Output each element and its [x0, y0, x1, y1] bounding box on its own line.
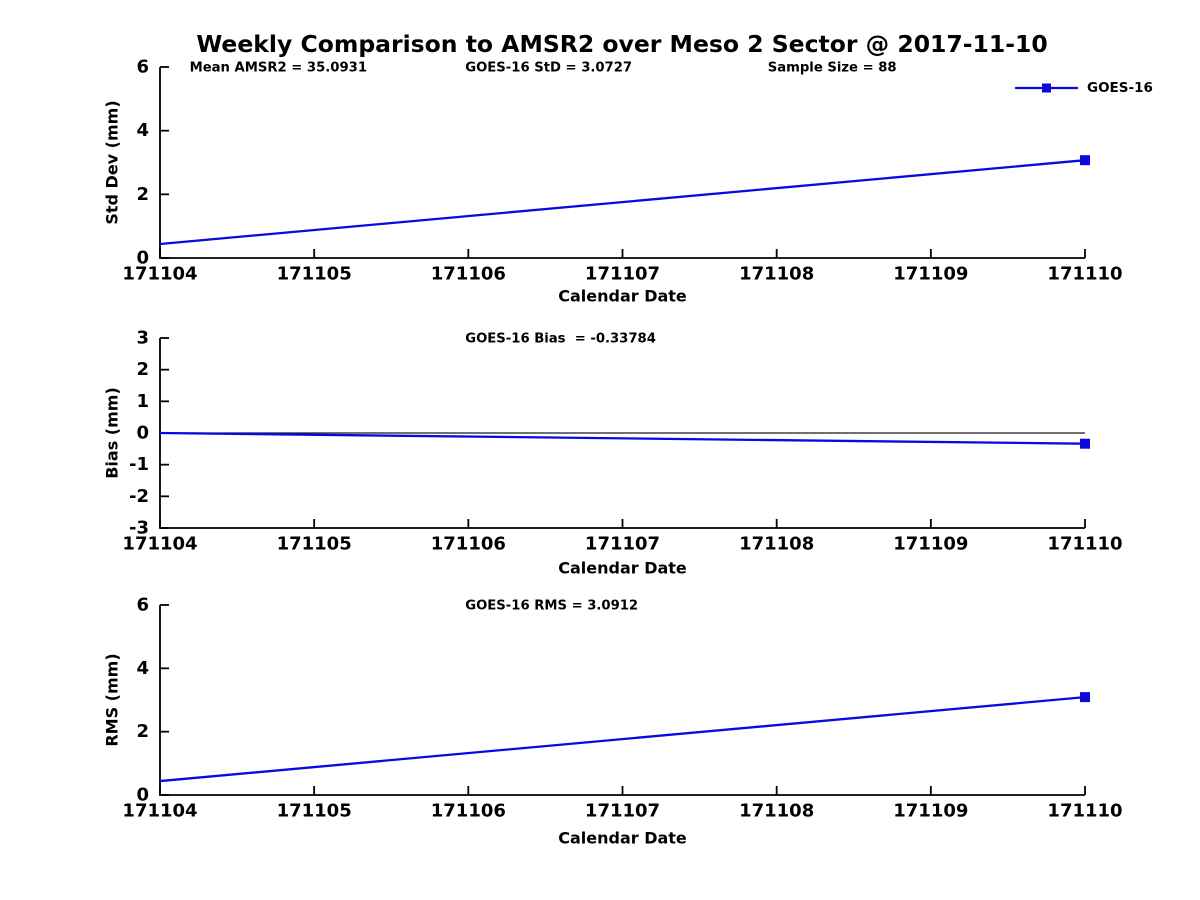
x-tick-label: 171104 — [122, 534, 197, 555]
x-tick-label: 171104 — [122, 264, 197, 285]
annotation: GOES-16 Bias = -0.33784 — [465, 332, 656, 347]
x-tick-label: 171104 — [122, 801, 197, 822]
y-tick-label: -3 — [129, 518, 149, 539]
x-tick-label: 171107 — [585, 801, 660, 822]
y-tick-label: 0 — [136, 423, 149, 444]
y-tick-label: 6 — [136, 57, 149, 78]
x-tick-label: 171107 — [585, 534, 660, 555]
bias-subplot: -3 -2 -1 0 1 2 3 171104 171105 171106 171107 171108… — [103, 328, 1123, 578]
x-tick-label: 171105 — [277, 534, 352, 555]
annotation: GOES-16 RMS = 3.0912 — [465, 599, 638, 614]
GOES-16-end-marker — [1080, 438, 1090, 449]
x-tick-label: 171106 — [431, 801, 506, 822]
y-tick-label: -2 — [129, 486, 149, 507]
x-tick-label: 171105 — [277, 264, 352, 285]
x-tick-label: 171108 — [739, 264, 814, 285]
x-tick-label: 171109 — [893, 801, 968, 822]
y-tick-label: 3 — [136, 328, 149, 349]
y-tick-label: -1 — [129, 454, 149, 475]
legend-label: GOES-16 — [1087, 80, 1153, 96]
GOES-16-line — [159, 695, 1086, 783]
stddev-subplot: 0 2 4 6 171104 171105 171106 171107 171108 171109… — [103, 57, 1153, 306]
annotation: Mean AMSR2 = 35.0931 — [190, 61, 367, 76]
axes — [159, 67, 1085, 259]
GOES-16-line — [159, 159, 1086, 246]
y-tick-label: 2 — [136, 184, 149, 205]
x-tick-label: 171110 — [1047, 801, 1122, 822]
y-tick-label: 1 — [136, 391, 149, 412]
x-tick-label: 171105 — [277, 801, 352, 822]
x-tick-label: 171106 — [431, 264, 506, 285]
axes — [159, 605, 1085, 796]
figure-title: Weekly Comparison to AMSR2 over Meso 2 S… — [196, 30, 1048, 58]
y-axis-label: RMS (mm) — [103, 653, 122, 746]
y-tick-label: 2 — [136, 359, 149, 380]
annotation: GOES-16 StD = 3.0727 — [465, 61, 632, 76]
x-tick-label: 171108 — [739, 534, 814, 555]
annotation: Sample Size = 88 — [768, 61, 897, 76]
y-tick-label: 4 — [136, 658, 149, 679]
GOES-16-end-marker — [1080, 155, 1090, 166]
GOES-16-end-marker — [1080, 692, 1090, 703]
x-tick-label: 171107 — [585, 264, 660, 285]
x-tick-label: 171110 — [1047, 264, 1122, 285]
GOES-16-line — [159, 431, 1086, 445]
y-tick-label: 0 — [136, 248, 149, 269]
x-axis-label: Calendar Date — [558, 287, 687, 306]
x-tick-label: 171109 — [893, 534, 968, 555]
x-tick-label: 171110 — [1047, 534, 1122, 555]
y-tick-label: 2 — [136, 721, 149, 742]
y-tick-label: 6 — [136, 595, 149, 616]
x-axis-label: Calendar Date — [558, 829, 687, 848]
y-axis-label: Std Dev (mm) — [103, 100, 122, 224]
y-tick-label: 0 — [136, 785, 149, 806]
x-tick-label: 171109 — [893, 264, 968, 285]
rms-subplot: 0 2 4 6 171104 171105 171106 171107 171108 171109… — [103, 595, 1123, 848]
x-axis-label: Calendar Date — [558, 559, 687, 578]
y-axis-label: Bias (mm) — [103, 387, 122, 479]
x-tick-label: 171108 — [739, 801, 814, 822]
y-tick-label: 4 — [136, 120, 149, 141]
legend-marker — [1042, 83, 1051, 93]
x-tick-label: 171106 — [431, 534, 506, 555]
